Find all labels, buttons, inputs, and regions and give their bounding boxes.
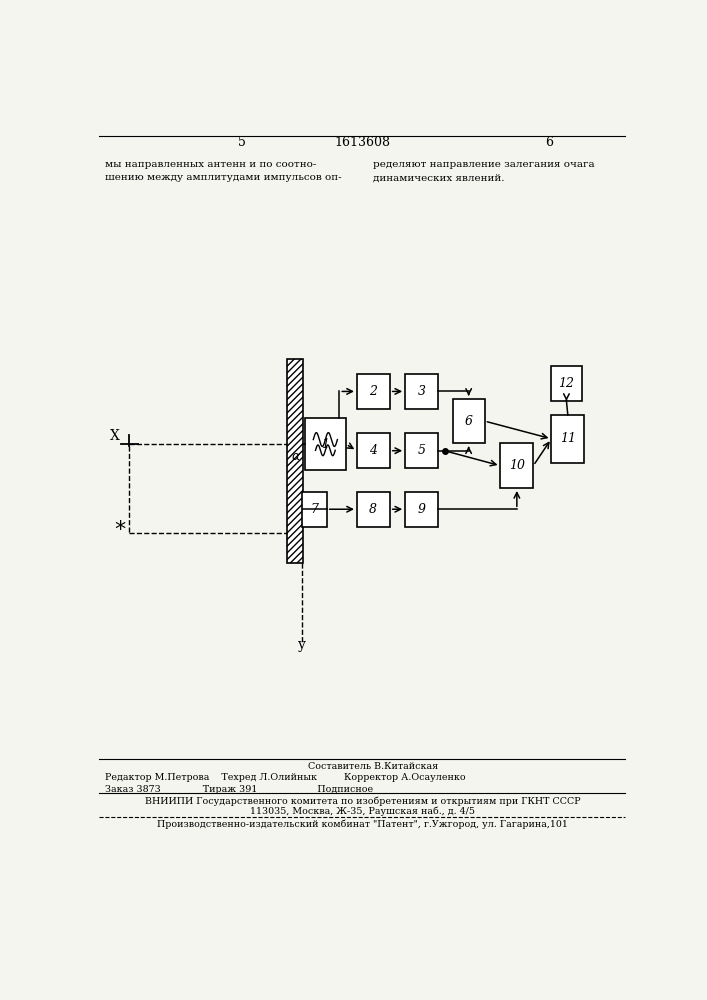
Bar — [357, 492, 390, 527]
Bar — [305, 418, 346, 470]
Bar — [551, 366, 582, 401]
Bar — [405, 492, 438, 527]
Text: 8: 8 — [369, 503, 378, 516]
Text: мы направленных антенн и по соотно-
шению между амплитудами импульсов оп-: мы направленных антенн и по соотно- шени… — [105, 160, 341, 182]
Bar — [551, 415, 584, 463]
Text: 11: 11 — [560, 432, 575, 445]
Text: 4: 4 — [369, 444, 378, 457]
Text: 9: 9 — [418, 503, 426, 516]
Text: *: * — [115, 520, 126, 540]
Bar — [405, 374, 438, 409]
Text: 6: 6 — [544, 136, 553, 149]
Text: ределяют направление залегания очага
динамических явлений.: ределяют направление залегания очага дин… — [373, 160, 595, 182]
Text: X: X — [110, 429, 120, 443]
Text: Заказ 3873              Тираж 391                    Подписное: Заказ 3873 Тираж 391 Подписное — [105, 785, 373, 794]
Text: 12: 12 — [559, 377, 575, 390]
Text: 5: 5 — [418, 444, 426, 457]
Text: 1: 1 — [322, 438, 329, 451]
Text: 113035, Москва, Ж-35, Раушская наб., д. 4/5: 113035, Москва, Ж-35, Раушская наб., д. … — [250, 807, 475, 816]
Text: 7: 7 — [310, 503, 318, 516]
Text: 2: 2 — [369, 385, 378, 398]
Text: 5: 5 — [238, 136, 246, 149]
Text: Составитель В.Китайская: Составитель В.Китайская — [308, 762, 438, 771]
Text: Редактор М.Петрова    Техред Л.Олийнык         Корректор А.Осауленко: Редактор М.Петрова Техред Л.Олийнык Корр… — [105, 773, 465, 782]
Text: 10: 10 — [509, 459, 525, 472]
Bar — [452, 399, 484, 443]
Bar — [302, 492, 327, 527]
Bar — [357, 374, 390, 409]
Text: 3: 3 — [418, 385, 426, 398]
Text: y: y — [298, 638, 305, 652]
Text: Производственно-издательский комбинат "Патент", г.Ужгород, ул. Гагарина,101: Производственно-издательский комбинат "П… — [157, 820, 568, 829]
Text: ВНИИПИ Государственного комитета по изобретениям и открытиям при ГКНТ СССР: ВНИИПИ Государственного комитета по изоб… — [144, 796, 580, 806]
Bar — [405, 433, 438, 468]
Bar — [501, 443, 533, 488]
Bar — [287, 359, 303, 563]
Text: 6: 6 — [464, 415, 473, 428]
Text: 1613608: 1613608 — [334, 136, 390, 149]
Bar — [357, 433, 390, 468]
Text: $\alpha$: $\alpha$ — [291, 450, 301, 463]
